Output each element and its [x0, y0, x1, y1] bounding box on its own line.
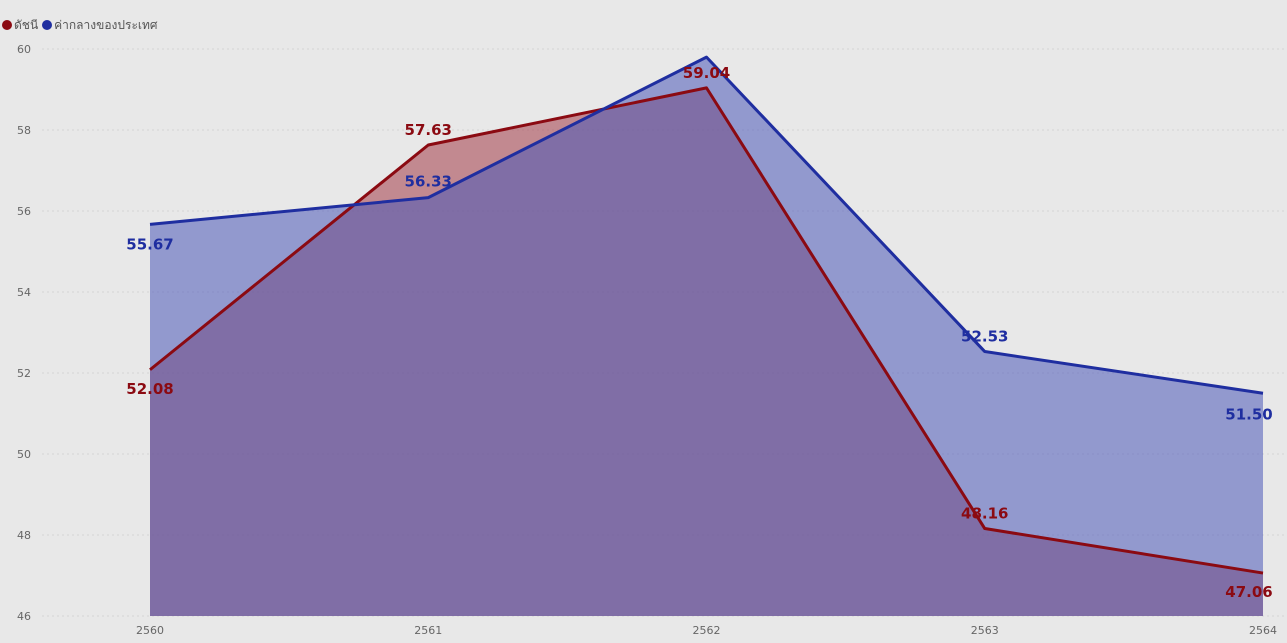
data-label: 56.33 [405, 173, 452, 191]
data-label: 59.04 [683, 64, 730, 82]
y-tick-label: 60 [17, 43, 31, 56]
x-tick-label: 2564 [1249, 624, 1277, 637]
area-series-1 [150, 57, 1263, 617]
y-tick-label: 46 [17, 610, 31, 623]
legend-label-national-median: ค่ากลางของประเทศ [54, 17, 158, 32]
data-label: 52.08 [126, 380, 173, 398]
data-label: 51.50 [1225, 405, 1272, 423]
legend: ดัชนี ค่ากลางของประเทศ [2, 15, 158, 35]
x-tick-label: 2562 [693, 624, 721, 637]
x-tick-label: 2560 [136, 624, 164, 637]
legend-swatch-index [2, 20, 12, 30]
data-label: 52.53 [961, 328, 1008, 346]
legend-swatch-national-median [42, 20, 53, 30]
x-tick-label: 2563 [971, 624, 999, 637]
y-tick-label: 52 [17, 367, 31, 380]
data-label: 47.06 [1225, 583, 1272, 601]
y-tick-label: 54 [17, 286, 31, 299]
legend-label-index: ดัชนี [14, 17, 39, 32]
y-tick-label: 56 [17, 205, 31, 218]
data-label: 55.67 [126, 235, 173, 253]
data-label: 57.63 [405, 121, 452, 139]
y-tick-label: 58 [17, 124, 31, 137]
line-series-0 [149, 86, 1264, 575]
y-tick-label: 50 [17, 448, 31, 461]
legend-item-national-median[interactable]: ค่ากลางของประเทศ [42, 16, 158, 35]
legend-item-index[interactable]: ดัชนี [2, 16, 38, 35]
data-label: 48.16 [961, 505, 1008, 523]
y-tick-label: 48 [17, 529, 31, 542]
x-tick-label: 2561 [414, 624, 442, 637]
line-series-1 [149, 55, 1264, 395]
